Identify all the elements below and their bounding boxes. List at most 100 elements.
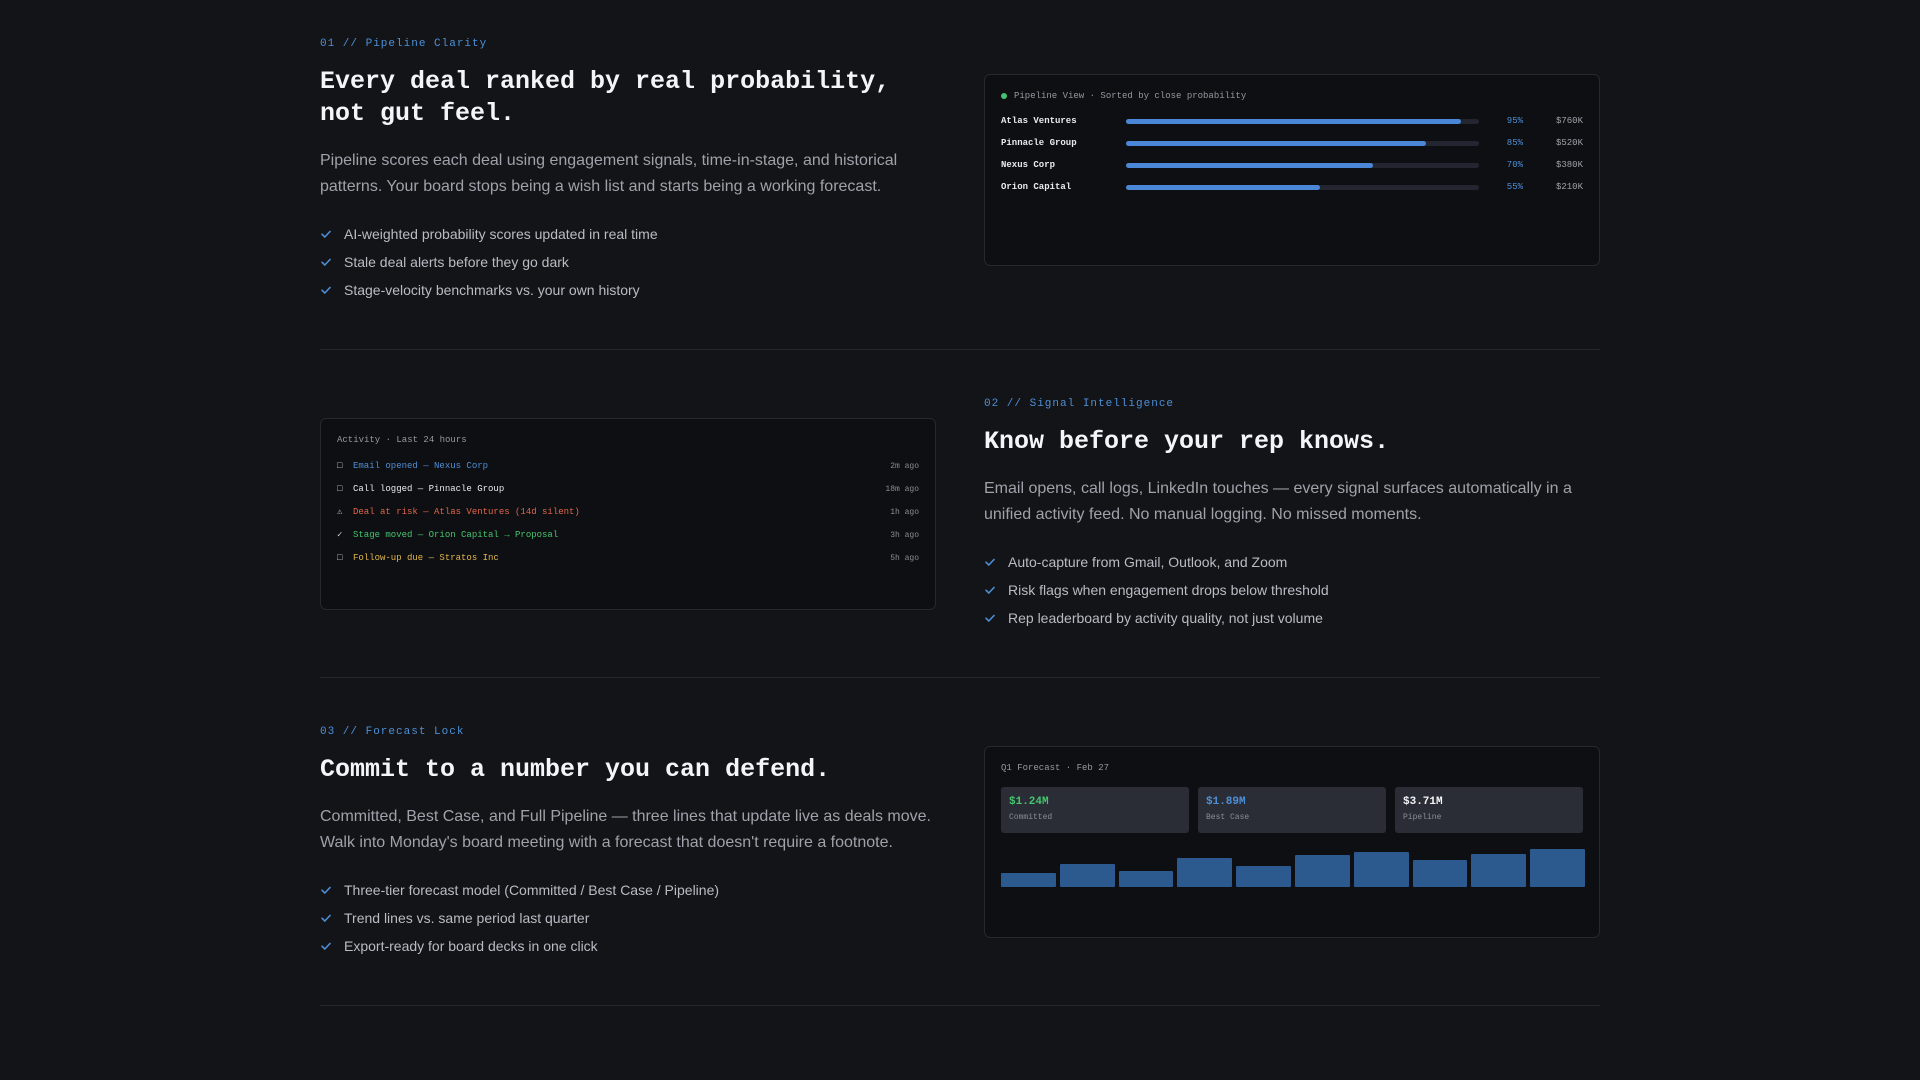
activity-text: Call logged — Pinnacle Group [353, 484, 505, 494]
feature-item: Three-tier forecast model (Committed / B… [320, 876, 719, 904]
feature-label: Stale deal alerts before they go dark [344, 254, 569, 270]
feature-item: Risk flags when engagement drops below t… [984, 576, 1329, 604]
phone-icon: □ [337, 484, 343, 494]
section-heading: Commit to a number you can defend. [320, 755, 831, 784]
pipeline-deal-row[interactable]: Pinnacle Group 85% $520K [1001, 137, 1583, 149]
probability-percent: 55% [1506, 182, 1523, 192]
section-signal-intelligence: 02 // Signal Intelligence Know before yo… [984, 398, 1600, 638]
trend-bar [1530, 849, 1585, 887]
deal-amount: $210K [1555, 182, 1583, 192]
warning-icon: ⚠ [337, 507, 343, 517]
feature-label: Stage-velocity benchmarks vs. your own h… [344, 282, 640, 298]
forecast-label: Pipeline [1403, 813, 1442, 822]
trend-bar [1118, 870, 1174, 887]
pipeline-deal-row[interactable]: Atlas Ventures 95% $760K [1001, 115, 1583, 127]
deal-amount: $760K [1555, 116, 1583, 126]
forecast-value: $1.24M [1009, 796, 1049, 808]
section-description: Email opens, call logs, LinkedIn touches… [984, 480, 1572, 523]
feature-label: Trend lines vs. same period last quarter [344, 910, 590, 926]
check-icon: ✓ [337, 530, 343, 540]
forecast-value: $1.89M [1206, 796, 1246, 808]
trend-bar [1001, 872, 1056, 887]
check-icon [984, 612, 996, 624]
feature-list: AI-weighted probability scores updated i… [320, 220, 658, 304]
deal-name: Atlas Ventures [1001, 116, 1077, 126]
feature-item: Rep leaderboard by activity quality, not… [984, 604, 1329, 632]
trend-bar [1412, 860, 1468, 887]
activity-item[interactable]: □ Follow-up due — Stratos Inc 5h ago [337, 551, 919, 565]
activity-item[interactable]: ✓ Stage moved — Orion Capital → Proposal 3… [337, 528, 919, 542]
section-heading: Know before your rep knows. [984, 427, 1390, 456]
check-icon [320, 884, 332, 896]
feature-label: AI-weighted probability scores updated i… [344, 226, 658, 242]
activity-time: 2m ago [890, 461, 919, 471]
deal-name: Nexus Corp [1001, 160, 1056, 170]
forecast-tier-pipeline: $3.71M Pipeline [1395, 787, 1583, 833]
feature-list: Auto-capture from Gmail, Outlook, and Zo… [984, 548, 1329, 632]
trend-bar [1059, 864, 1115, 887]
check-icon [984, 584, 996, 596]
section-divider [320, 349, 1600, 350]
activity-text: Stage moved — Orion Capital → Proposal [353, 530, 559, 540]
feature-item: Stage-velocity benchmarks vs. your own h… [320, 276, 658, 304]
forecast-tier-best-case: $1.89M Best Case [1198, 787, 1386, 833]
feature-label: Three-tier forecast model (Committed / B… [344, 882, 720, 898]
probability-fill [1126, 184, 1321, 190]
trend-bar [1353, 851, 1409, 887]
check-icon [320, 912, 332, 924]
feature-label: Auto-capture from Gmail, Outlook, and Zo… [1008, 554, 1288, 570]
feature-list: Three-tier forecast model (Committed / B… [320, 876, 719, 960]
activity-item[interactable]: □ Email opened — Nexus Corp 2m ago [337, 459, 919, 473]
feature-item: Trend lines vs. same period last quarter [320, 904, 719, 932]
section-eyebrow: 01 // Pipeline Clarity [320, 38, 488, 50]
forecast-card: Q1 Forecast · Feb 27 $1.24M Committed $1… [984, 746, 1600, 938]
section-eyebrow: 02 // Signal Intelligence [984, 398, 1175, 410]
status-dot [1001, 93, 1007, 99]
forecast-card-title: Q1 Forecast · Feb 27 [1001, 763, 1110, 773]
pipeline-deal-row[interactable]: Orion Capital 55% $210K [1001, 181, 1583, 193]
check-icon [984, 556, 996, 568]
activity-feed-card: Activity · Last 24 hours □ Email opened —… [320, 418, 936, 610]
activity-time: 18m ago [885, 484, 919, 494]
feature-label: Rep leaderboard by activity quality, not… [1008, 610, 1323, 626]
probability-fill [1126, 118, 1462, 124]
probability-fill [1126, 162, 1374, 168]
check-icon [320, 228, 332, 240]
section-pipeline-clarity: 01 // Pipeline Clarity Every deal ranked… [320, 38, 1600, 328]
check-icon [320, 940, 332, 952]
forecast-trend-bars [1001, 847, 1585, 887]
deal-name: Pinnacle Group [1001, 138, 1077, 148]
pipeline-deal-row[interactable]: Nexus Corp 70% $380K [1001, 159, 1583, 171]
trend-bar [1295, 855, 1350, 887]
probability-track [1126, 184, 1479, 190]
activity-time: 1h ago [890, 507, 919, 517]
deal-amount: $380K [1555, 160, 1583, 170]
section-heading: Every deal ranked by real probability, n… [320, 67, 891, 128]
probability-fill [1126, 140, 1427, 146]
section-description: Pipeline scores each deal using engageme… [320, 152, 898, 195]
section-divider [320, 1005, 1600, 1006]
pipeline-view-card: Pipeline View · Sorted by close probabil… [984, 74, 1600, 266]
check-icon [320, 284, 332, 296]
feature-item: Export-ready for board decks in one clic… [320, 932, 719, 960]
activity-item[interactable]: ⚠ Deal at risk — Atlas Ventures (14d sile… [337, 505, 919, 519]
activity-time: 5h ago [890, 553, 919, 563]
activity-item[interactable]: □ Call logged — Pinnacle Group 18m ago [337, 482, 919, 496]
deal-amount: $520K [1555, 138, 1583, 148]
card-title: Pipeline View · Sorted by close probabil… [1001, 91, 1246, 101]
feature-item: AI-weighted probability scores updated i… [320, 220, 658, 248]
activity-text: Email opened — Nexus Corp [353, 461, 489, 471]
trend-bar [1236, 866, 1291, 887]
forecast-tier-committed: $1.24M Committed [1001, 787, 1189, 833]
section-forecast-lock: 03 // Forecast Lock Commit to a number y… [320, 726, 1600, 966]
feature-item: Stale deal alerts before they go dark [320, 248, 658, 276]
envelope-icon: □ [337, 461, 343, 471]
activity-text: Deal at risk — Atlas Ventures (14d silen… [353, 507, 580, 517]
trend-bar [1471, 853, 1527, 887]
activity-card-title: Activity · Last 24 hours [337, 435, 467, 445]
section-divider [320, 677, 1600, 678]
activity-text: Follow-up due — Stratos Inc [353, 553, 499, 563]
pipeline-card-title: Pipeline View · Sorted by close probabil… [1014, 91, 1247, 101]
section-description: Committed, Best Case, and Full Pipeline … [320, 808, 931, 851]
check-icon [320, 256, 332, 268]
